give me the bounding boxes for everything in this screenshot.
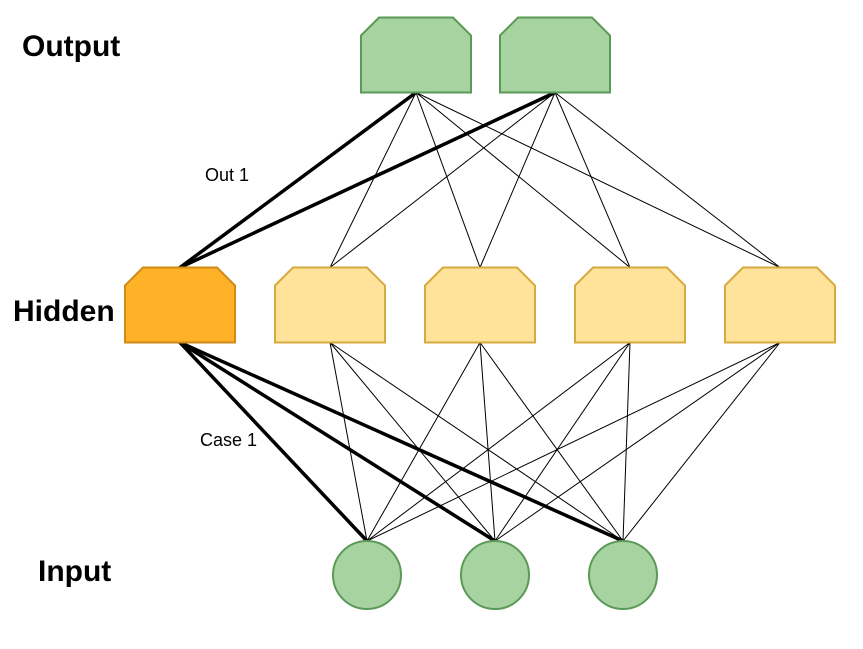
hidden-layer-label: Hidden xyxy=(13,295,115,329)
input-node-3 xyxy=(589,541,657,609)
input-node-1 xyxy=(333,541,401,609)
output-layer-label: Output xyxy=(22,30,120,64)
hidden-node-3 xyxy=(425,268,535,343)
hidden-node-5 xyxy=(725,268,835,343)
hidden-node-2 xyxy=(275,268,385,343)
input-layer-label: Input xyxy=(38,555,111,589)
input-node-2 xyxy=(461,541,529,609)
case1-edge-label: Case 1 xyxy=(200,430,257,451)
hidden-node-4 xyxy=(575,268,685,343)
out1-edge-label: Out 1 xyxy=(205,165,249,186)
hidden-node-1 xyxy=(125,268,235,343)
output-node-1 xyxy=(361,18,471,93)
network-diagram xyxy=(0,0,863,649)
output-node-2 xyxy=(500,18,610,93)
nodes-group xyxy=(125,18,835,610)
